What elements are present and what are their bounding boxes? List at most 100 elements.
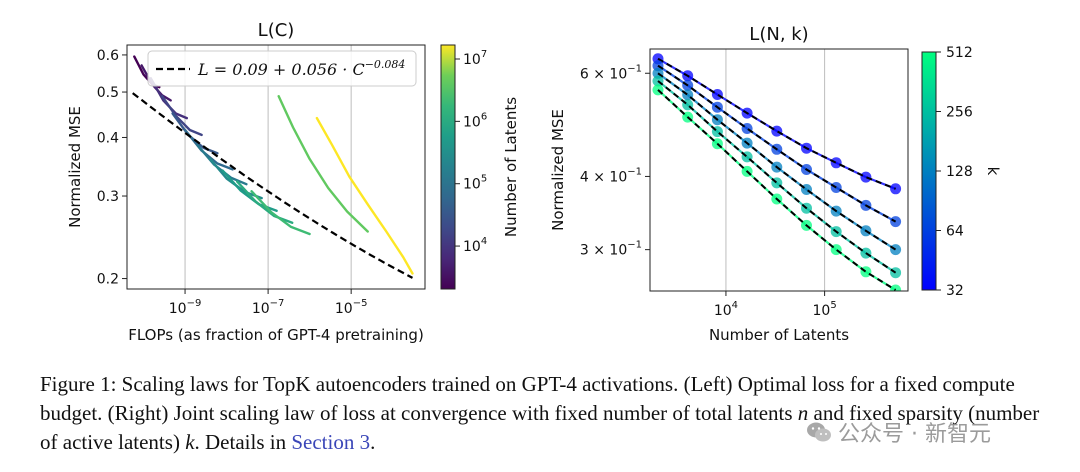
right-colorbar-label: k [984, 167, 1002, 176]
caption-text-3: . Details in [194, 430, 292, 454]
left-legend-label: L = 0.09 + 0.056 · C−0.084 [197, 58, 405, 79]
left-x-tick-label-1-base: 10 [252, 301, 270, 317]
left-colorbar-tick-label-0-base: 10 [463, 239, 481, 255]
right-y-axis-label: Normalized MSE [549, 109, 567, 231]
left-x-tick-label-0-exp: −9 [187, 298, 202, 309]
right-y-tick-label-1-exp: −1 [627, 166, 642, 177]
right-series-point-0-2 [711, 89, 723, 100]
right-series-point-4-8 [890, 284, 902, 291]
caption-var-k: k [185, 430, 195, 454]
right-colorbar-tick-label-4: 512 [946, 45, 973, 61]
right-series-point-0-4 [771, 125, 783, 137]
left-y-tick-label-1: 0.5 [97, 85, 119, 101]
left-series-line-11 [277, 95, 369, 233]
left-plot-frame [126, 44, 426, 290]
left-colorbar-tick-label-0: 104 [463, 236, 487, 255]
left-colorbar-tick-label-3: 107 [463, 49, 487, 68]
right-x-tick-label-0-base: 10 [714, 303, 732, 319]
left-colorbar-tick-label-1: 105 [463, 174, 487, 193]
right-colorbar-tick-label-1: 64 [946, 224, 964, 240]
right-x-tick-label-1-exp: 5 [830, 300, 836, 311]
right-y-tick-label-2-base: 3 × 10 [580, 243, 627, 259]
left-series [133, 55, 414, 275]
left-chart-title: L(C) [258, 20, 295, 41]
right-colorbar-tick-label-3: 256 [946, 105, 973, 121]
left-colorbar [440, 44, 456, 290]
right-fit-line-4 [657, 89, 897, 291]
right-x-tick-label-1: 105 [813, 300, 837, 319]
right-x-axis-label: Number of Latents [709, 326, 849, 344]
left-colorbar-tick-label-2-base: 10 [463, 114, 481, 130]
left-colorbar-tick-label-2-exp: 6 [481, 111, 487, 122]
left-colorbar-tick-label-2: 106 [463, 111, 487, 130]
section-3-link[interactable]: Section 3 [291, 430, 371, 454]
right-colorbar-tick-label-0: 32 [946, 283, 964, 299]
caption-var-n: n [797, 401, 809, 425]
left-fit-line [132, 92, 414, 279]
right-fit-line-1 [657, 64, 897, 223]
right-fit-line-2 [657, 72, 897, 251]
right-colorbar-ticks: 32 64 128 256 512 [936, 45, 973, 299]
left-x-tick-label-2: 10−5 [335, 298, 368, 317]
right-series-point-0-6 [830, 157, 842, 169]
left-series-line-12 [315, 116, 414, 275]
left-colorbar-tick-label-3-base: 10 [463, 52, 481, 68]
wechat-icon [807, 422, 831, 442]
right-y-tick-label-2: 3 × 10−1 [580, 240, 642, 259]
left-legend-formula: L = 0.09 + 0.056 · C [197, 60, 365, 79]
left-x-tick-label-1: 10−7 [252, 298, 285, 317]
right-x-tick-label-0: 104 [714, 300, 738, 319]
left-x-tick-label-2-base: 10 [335, 301, 353, 317]
left-x-tick-label-0: 10−9 [169, 298, 202, 317]
left-colorbar-tick-label-1-exp: 5 [481, 174, 487, 185]
left-series-line-9 [236, 180, 294, 224]
watermark-text: 公众号 · 新智元 [838, 422, 991, 447]
left-colorbar-label: Number of Latents [502, 97, 520, 237]
right-y-tick-label-0-base: 6 × 10 [580, 66, 627, 82]
right-y-tick-label-1: 4 × 10−1 [580, 166, 642, 185]
left-colorbar-tick-label-1-base: 10 [463, 177, 481, 193]
right-colorbar [921, 51, 937, 291]
left-y-tick-label-4: 0.2 [97, 272, 119, 288]
right-y-tick-label-1-base: 4 × 10 [580, 169, 627, 185]
left-x-tick-label-0-base: 10 [169, 301, 187, 317]
caption-text-4: . [370, 430, 376, 454]
left-colorbar-tick-label-3-exp: 7 [481, 49, 487, 60]
right-x-tick-label-1-base: 10 [813, 303, 831, 319]
right-series-line-4 [657, 89, 897, 291]
left-legend-exponent: −0.084 [365, 58, 406, 71]
left-legend-box [147, 50, 417, 87]
left-y-tick-label-0: 0.6 [97, 48, 119, 64]
right-fit-line-0 [657, 57, 896, 190]
caption-text-2: and fixed sparsity (number of active lat… [40, 401, 1040, 454]
left-x-tick-label-1-exp: −7 [270, 298, 285, 309]
left-y-tick-label-3: 0.3 [97, 189, 119, 205]
right-fit-line-3 [657, 80, 897, 274]
left-series-line-5 [183, 128, 234, 171]
left-series-line-3 [160, 95, 203, 137]
figure-caption: Figure 1: Scaling laws for TopK autoenco… [40, 370, 1040, 457]
left-colorbar-tick-label-0-exp: 4 [481, 236, 487, 247]
left-y-axis-label: Normalized MSE [66, 106, 84, 228]
right-series [652, 53, 902, 291]
right-colorbar-tick-label-2: 128 [946, 164, 973, 180]
right-series-point-2-8 [890, 244, 902, 256]
left-chart: L(C) 10−9 10−7 10−50.60.50.40.30.2 L = 0.0… [66, 20, 520, 344]
right-series-point-0-7 [860, 171, 872, 183]
right-y-tick-label-0-exp: −1 [627, 63, 642, 74]
left-series-line-10 [250, 190, 311, 236]
left-y-tick-label-2: 0.4 [97, 130, 119, 146]
right-chart-title: L(N, k) [749, 24, 808, 45]
figure-canvas: L(C) 10−9 10−7 10−50.60.50.40.30.2 L = 0.0… [66, 20, 1002, 344]
right-y-tick-label-0: 6 × 10−1 [580, 63, 642, 82]
caption-text-1: Figure 1: Scaling laws for TopK autoenco… [40, 372, 1015, 425]
left-x-tick-label-2-exp: −5 [353, 298, 368, 309]
watermark: 公众号 · 新智元 [806, 412, 1056, 452]
right-grid [725, 49, 826, 291]
left-axis-ticks: 10−9 10−7 10−50.60.50.40.30.2 [97, 48, 368, 317]
right-plot-frame [649, 48, 909, 292]
left-legend: L = 0.09 + 0.056 · C−0.084 [147, 50, 417, 87]
